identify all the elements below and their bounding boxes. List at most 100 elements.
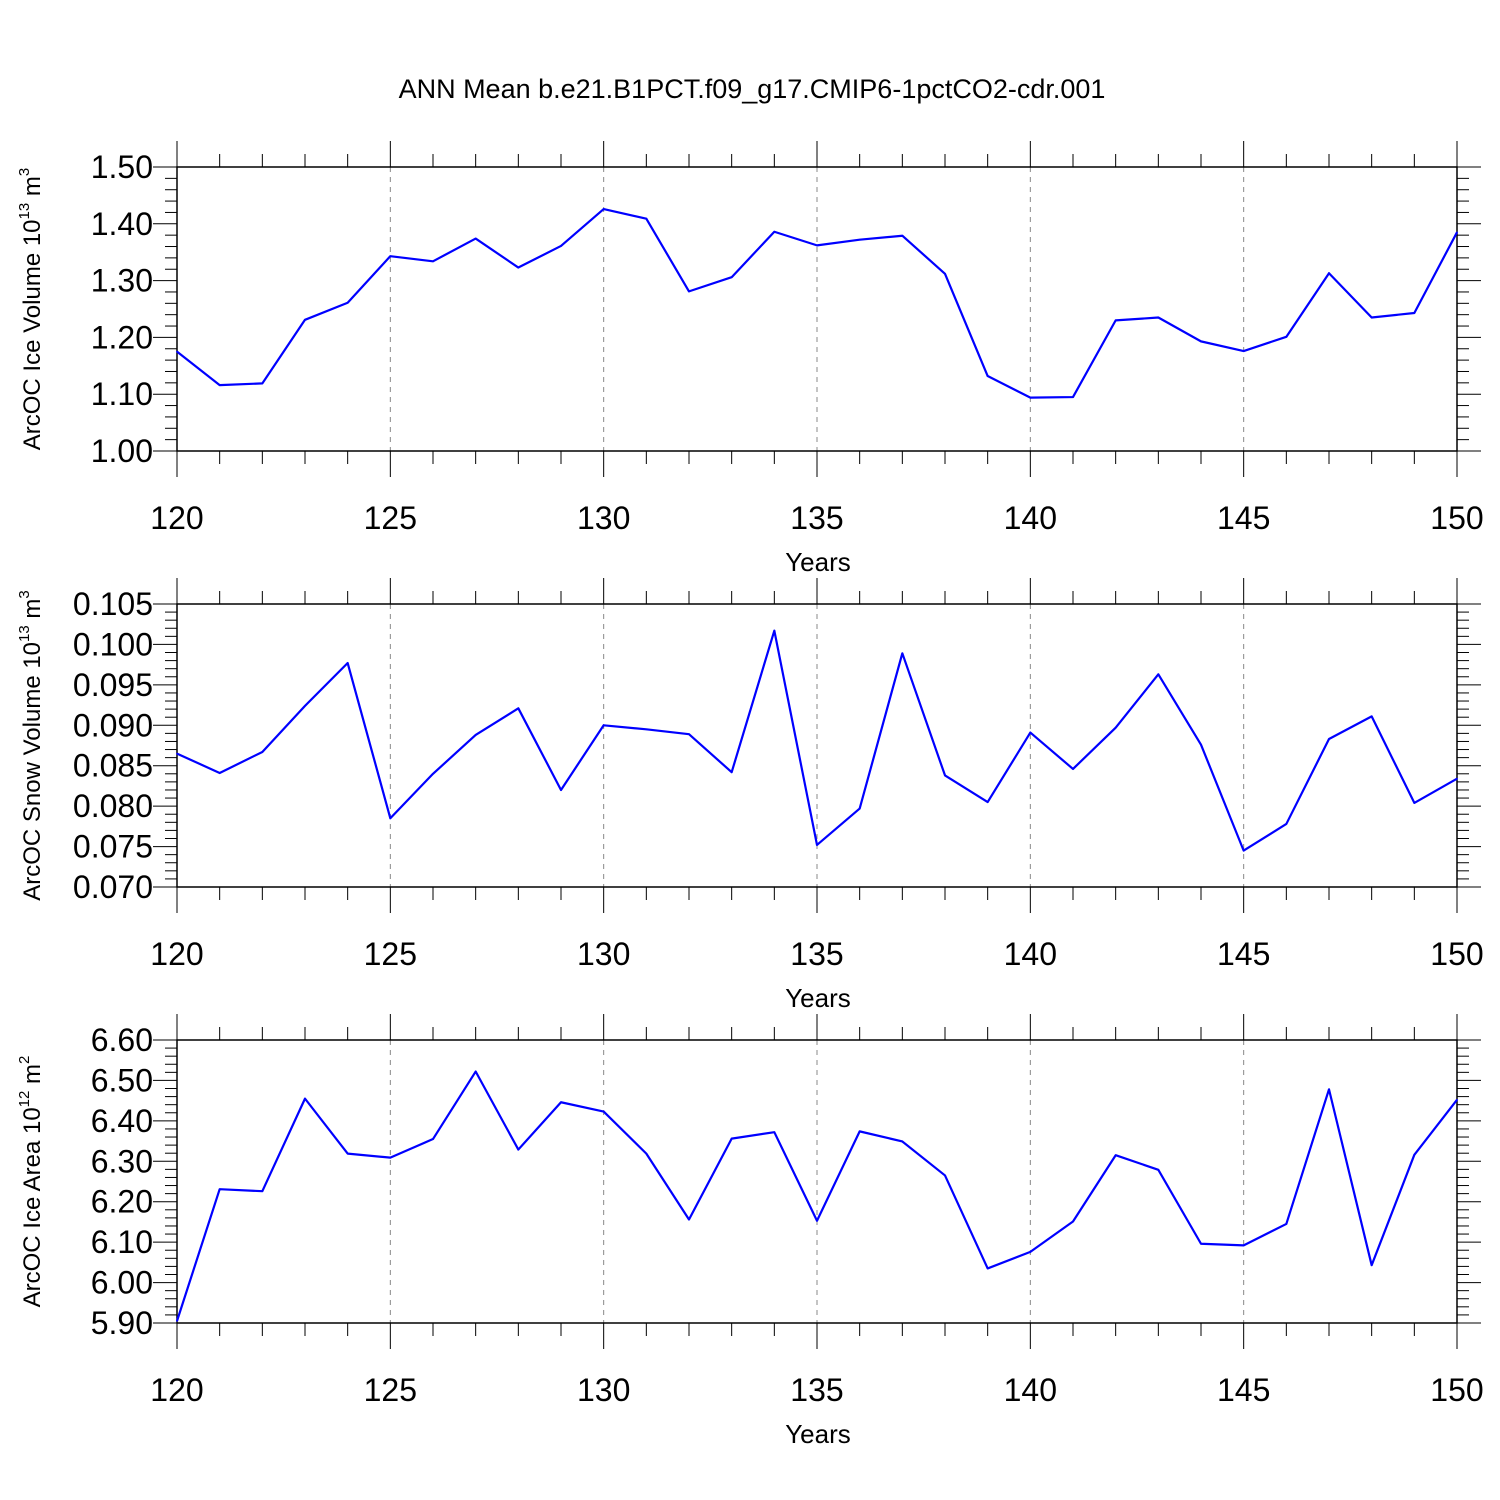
y-axis-label: ArcOC Ice Area 1012 m2 (16, 1056, 46, 1308)
y-tick-label: 6.40 (91, 1103, 153, 1139)
data-point (1157, 673, 1160, 676)
x-tick-label: 120 (150, 936, 203, 972)
data-point (1200, 1242, 1202, 1245)
y-tick-label: 6.00 (91, 1265, 153, 1301)
data-point (773, 230, 776, 233)
x-axis-label: Years (785, 1419, 851, 1449)
data-point (688, 290, 690, 293)
x-axis-label: Years (785, 983, 851, 1013)
y-axis-label-text: ArcOC Ice Volume 10 (19, 219, 46, 450)
y-tick-label: 0.090 (73, 707, 153, 743)
x-tick-label: 140 (1004, 500, 1057, 536)
data-point (1456, 1099, 1458, 1101)
data-point (218, 772, 221, 774)
data-point (944, 1174, 946, 1177)
data-point (1285, 336, 1288, 338)
data-point (1413, 312, 1416, 314)
y-tick-label: 0.085 (73, 748, 153, 784)
x-tick-label: 145 (1217, 936, 1270, 972)
y-axis-label-superscript: 12 (16, 1091, 33, 1108)
y-tick-label: 0.100 (73, 626, 153, 662)
data-point (986, 375, 989, 377)
data-point (474, 1070, 477, 1073)
data-point (304, 318, 306, 321)
data-point (432, 1138, 434, 1140)
x-tick-label: 145 (1217, 500, 1270, 536)
data-point (645, 217, 648, 220)
y-axis-label-superscript: 13 (16, 625, 33, 642)
y-tick-label: 6.50 (91, 1062, 153, 1098)
data-point (261, 382, 264, 385)
data-point (1456, 777, 1458, 780)
y-axis-label: ArcOC Ice Volume 1013 m3 (16, 168, 46, 450)
data-point (218, 384, 221, 386)
data-point (389, 1156, 392, 1159)
y-axis-label-superscript: 13 (16, 203, 33, 220)
y-axis-label-superscript: 3 (16, 168, 33, 176)
x-tick-label: 125 (364, 1372, 417, 1408)
data-point (1370, 316, 1373, 319)
data-point (858, 238, 861, 241)
data-point (1157, 1168, 1160, 1171)
y-tick-label: 1.00 (91, 433, 153, 469)
x-tick-label: 130 (577, 1372, 630, 1408)
data-point (261, 1190, 264, 1193)
y-tick-label: 1.40 (91, 206, 153, 242)
y-axis-label-text: ArcOC Snow Volume 10 (19, 642, 46, 901)
data-point (688, 1218, 690, 1221)
data-point (176, 752, 178, 755)
y-axis-label-superscript: 3 (16, 590, 33, 598)
y-tick-label: 6.10 (91, 1224, 153, 1260)
panel-3: 120 125 130 135 140 145 150 5.90 6.00 6.10 6.20 6.3… (16, 1014, 1484, 1449)
x-axis-label: Years (785, 547, 851, 577)
data-point (304, 705, 306, 707)
data-point (773, 629, 776, 632)
chart-title: ANN Mean b.e21.B1PCT.f09_g17.CMIP6-1pctC… (399, 74, 1106, 104)
data-point (602, 1110, 605, 1113)
data-point (1029, 731, 1032, 734)
x-tick-label: 120 (150, 500, 203, 536)
panel-2: 120 125 130 135 140 145 150 0.070 0.075 0.080 0.08… (16, 578, 1484, 1013)
y-axis-label-text: m (19, 176, 46, 203)
data-point (474, 734, 477, 736)
data-point (1114, 726, 1117, 729)
y-tick-label: 1.30 (91, 263, 153, 299)
x-tick-label: 135 (790, 1372, 843, 1408)
x-tick-label: 150 (1430, 936, 1483, 972)
y-axis-label: ArcOC Snow Volume 1013 m3 (16, 590, 46, 901)
data-point (901, 652, 904, 655)
data-point (1328, 272, 1330, 275)
data-point (1328, 738, 1330, 740)
y-tick-label: 1.50 (91, 149, 153, 185)
y-tick-label: 0.105 (73, 586, 153, 622)
data-point (1072, 768, 1074, 770)
y-tick-label: 0.070 (73, 869, 153, 905)
data-point (1242, 1244, 1245, 1247)
data-point (304, 1097, 306, 1100)
y-tick-label: 5.90 (91, 1305, 153, 1341)
x-tick-label: 150 (1430, 500, 1483, 536)
data-point (944, 774, 946, 777)
data-point (1328, 1088, 1330, 1091)
x-tick-label: 125 (364, 936, 417, 972)
data-point (1200, 340, 1202, 343)
x-tick-label: 145 (1217, 1372, 1270, 1408)
data-point (517, 1148, 520, 1151)
data-point (1456, 231, 1458, 234)
data-point (1029, 396, 1032, 399)
data-point (816, 244, 818, 247)
y-tick-label: 1.10 (91, 376, 153, 412)
x-tick-label: 140 (1004, 1372, 1057, 1408)
y-tick-label: 0.075 (73, 829, 153, 865)
y-axis-label-text: ArcOC Ice Area 10 (19, 1107, 46, 1307)
y-tick-label: 0.095 (73, 667, 153, 703)
x-tick-label: 120 (150, 1372, 203, 1408)
x-tick-label: 130 (577, 500, 630, 536)
data-point (901, 234, 904, 237)
data-point (816, 844, 818, 846)
data-point (1072, 396, 1074, 398)
data-point (730, 1137, 733, 1140)
data-point (1114, 1154, 1117, 1157)
data-point (218, 1188, 221, 1190)
